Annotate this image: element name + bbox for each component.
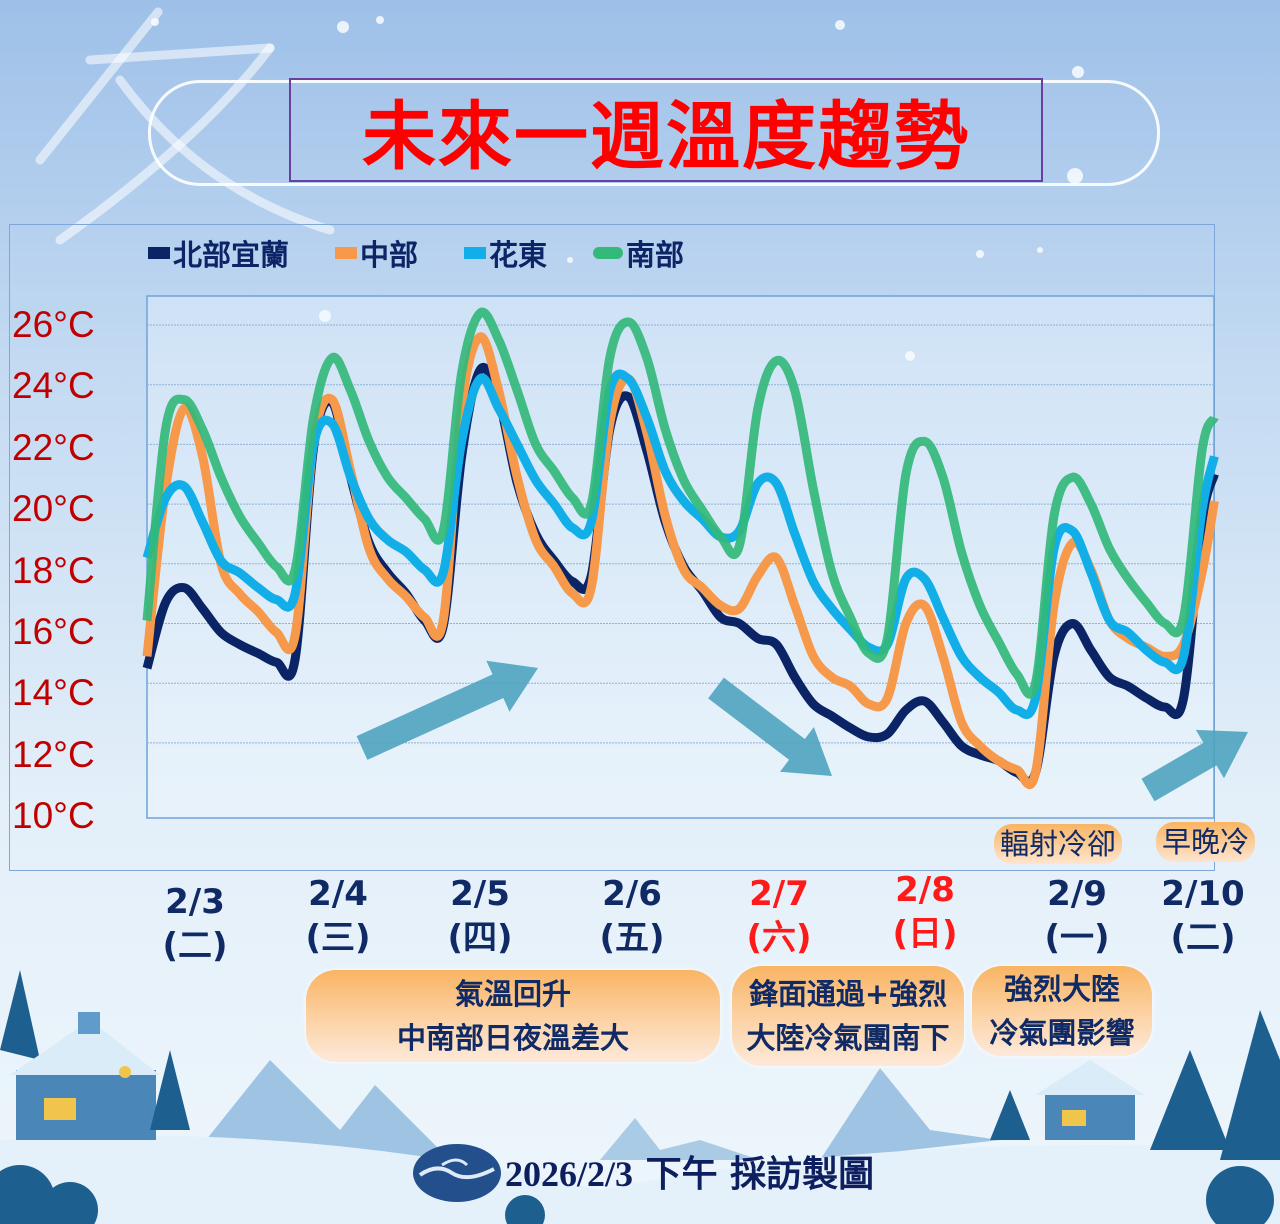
y-tick-label: 16°C xyxy=(12,611,95,652)
title-pill-outline xyxy=(148,80,1160,186)
y-tick-label: 10°C xyxy=(12,795,95,837)
legend-swatch-central xyxy=(335,247,358,259)
bushes xyxy=(0,1165,1274,1224)
weekday-text: (二) xyxy=(162,926,228,966)
legend-label: 花東 xyxy=(489,238,548,272)
y-tick-label: 14°C xyxy=(12,672,95,714)
snow-hills xyxy=(0,1135,1280,1224)
weekday-text: (日) xyxy=(892,914,958,954)
trend-arrow-up-shape xyxy=(1141,729,1248,802)
tag-morning-night-cold: 早晚冷 xyxy=(1156,822,1256,862)
y-tick-label: 26°C xyxy=(12,304,95,345)
snowflakes xyxy=(151,16,1084,361)
annotation-warming: 氣溫回升 中南部日夜溫差大 xyxy=(306,970,720,1062)
title-box: 未來一週溫度趨勢 xyxy=(289,78,1043,182)
legend-label: 北部宜蘭 xyxy=(173,238,290,272)
chart-legend: 北部宜蘭 中部 花東 南部 xyxy=(148,232,684,274)
annotation-line: 冷氣團影響 xyxy=(989,1016,1135,1050)
annotation-line: 中南部日夜溫差大 xyxy=(396,1021,629,1055)
weekday-text: (五) xyxy=(599,918,665,958)
trend-arrow-down xyxy=(708,677,833,777)
legend-item-central: 中部 xyxy=(335,232,418,274)
date-text: 2/3 xyxy=(165,882,225,922)
annotation-line: 強烈大陸 xyxy=(1003,972,1120,1006)
date-text: 2/6 xyxy=(602,874,662,914)
mountains xyxy=(190,1060,1000,1160)
weekday-text: (一) xyxy=(1044,918,1110,958)
date-label: 2/10 (二) xyxy=(1148,872,1258,960)
annotation-front: 鋒面通過+強烈 大陸冷氣團南下 xyxy=(732,966,964,1066)
tag-radiative-cooling: 輻射冷卻 xyxy=(994,824,1123,864)
series-line-south xyxy=(142,307,1219,699)
date-text: 2/4 xyxy=(308,874,368,914)
page-title: 未來一週溫度趨勢 xyxy=(362,93,970,180)
y-tick-label: 18°C xyxy=(12,549,95,591)
trend-arrow-up xyxy=(356,660,539,760)
agency-logo xyxy=(413,1144,501,1202)
weekday-text: (六) xyxy=(746,918,812,958)
annotation-cold-air: 強烈大陸 冷氣團影響 xyxy=(972,966,1152,1056)
legend-item-east: 花東 xyxy=(464,232,547,274)
weekday-text: (三) xyxy=(305,918,371,958)
date-label: 2/6 (五) xyxy=(577,872,687,960)
footer-caption: 2026/2/3 下午 採訪製圖 xyxy=(505,1145,874,1197)
date-text: 2/10 xyxy=(1161,874,1245,914)
date-label: 2/9 (一) xyxy=(1022,872,1132,960)
date-text: 2/7 xyxy=(749,874,809,914)
weekday-text: (二) xyxy=(1170,918,1236,958)
legend-label: 中部 xyxy=(360,238,419,272)
y-tick-label: 20°C xyxy=(12,488,95,530)
date-label: 2/4 (三) xyxy=(283,872,393,960)
annotation-line: 鋒面通過+強烈 xyxy=(748,977,948,1011)
annotation-line: 大陸冷氣團南下 xyxy=(746,1021,950,1055)
legend-label: 南部 xyxy=(626,238,685,272)
date-label: 2/5 (四) xyxy=(425,872,535,960)
date-text: 2/8 xyxy=(895,870,955,910)
legend-swatch-north xyxy=(148,247,170,259)
legend-item-north: 北部宜蘭 xyxy=(148,232,289,274)
y-tick-label: 24°C xyxy=(12,365,95,407)
weekday-text: (四) xyxy=(447,918,513,958)
house-right xyxy=(990,1010,1280,1160)
date-label: 2/7 (六) xyxy=(724,872,834,960)
trend-arrow-up xyxy=(1141,729,1248,802)
annotation-line: 氣溫回升 xyxy=(454,977,571,1011)
legend-swatch-east xyxy=(464,247,487,259)
house-left xyxy=(0,970,190,1140)
date-label: 2/3 (二) xyxy=(140,880,250,968)
date-text: 2/5 xyxy=(450,874,510,914)
y-tick-label: 12°C xyxy=(12,733,95,775)
legend-item-south: 南部 xyxy=(593,232,684,274)
y-tick-label: 22°C xyxy=(12,426,95,468)
footer-text: 下午 採訪製圖 xyxy=(645,1154,875,1195)
trend-arrow-up-shape xyxy=(356,660,539,760)
legend-swatch-south xyxy=(593,247,624,259)
date-text: 2/9 xyxy=(1047,874,1107,914)
trend-arrow-down-shape xyxy=(708,677,833,777)
footer-date: 2026/2/3 xyxy=(505,1154,634,1194)
date-label: 2/8 (日) xyxy=(870,868,980,956)
